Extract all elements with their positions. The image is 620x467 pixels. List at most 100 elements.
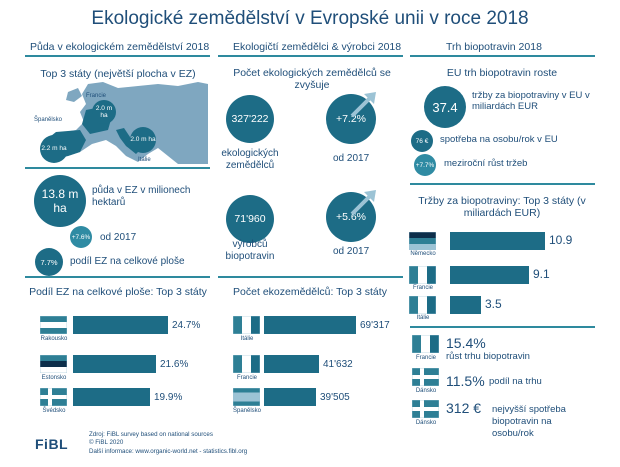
bar-value-label: 41'632 <box>323 359 353 370</box>
divider <box>218 55 403 57</box>
column-heading-market: Trh biopotravin 2018 <box>446 41 542 53</box>
footer-line-source: Zdroj: FiBL survey based on national sou… <box>89 431 213 438</box>
bar-value-label: 3.5 <box>485 297 502 311</box>
flag-france-icon <box>412 335 439 353</box>
sales-description: tržby za biopotraviny v EU v miliardách … <box>472 90 590 112</box>
bar <box>450 296 481 314</box>
page-title: Ekologické zemědělství v Evropské unii v… <box>91 8 529 29</box>
market-growth-description: meziroční růst tržeb <box>444 158 528 169</box>
divider <box>218 276 403 278</box>
bar-category-label: Španělsko <box>232 408 262 414</box>
area-growth-circle: +7.6% <box>70 226 92 248</box>
flag-denmark-icon <box>412 400 439 418</box>
fact-value-growth: 15.4% <box>446 335 486 351</box>
fact-desc-spend: nejvyšší spotřeba biopotravin na osobu/r… <box>492 404 566 439</box>
map-label-spain: Španělsko <box>34 117 63 123</box>
market-growth-circle: +7.7% <box>414 154 436 176</box>
map-label-france: Francie <box>86 93 107 99</box>
divider <box>410 183 595 185</box>
flag-italy-icon <box>409 296 436 314</box>
flag-italy-icon <box>233 316 260 334</box>
fact-desc-share: podíl na trhu <box>489 376 542 387</box>
map-bubble-spain: 2.2 m ha <box>40 135 68 163</box>
producers-circle: 327'222 <box>226 95 274 143</box>
share-description: podíl EZ na celkové ploše <box>70 256 185 267</box>
processors-description: výrobců biopotravin <box>225 239 275 262</box>
sales-circle: 37.4 <box>424 86 466 128</box>
flag-estonia-icon <box>40 355 67 373</box>
bar <box>450 232 545 250</box>
bar <box>264 316 356 334</box>
map-bubble-france: 2.0 m ha <box>92 100 116 124</box>
map-label-italy: Itálie <box>138 157 151 163</box>
processors-growth-circle: +5.6% <box>326 192 376 242</box>
trend-arrow-icon <box>350 190 376 216</box>
bar-category-label: Estonsko <box>41 375 67 381</box>
eu-market-title: EU trh biopotravin roste <box>446 67 558 79</box>
fact-desc-growth: růst trhu biopotravin <box>446 351 530 362</box>
bar <box>264 355 319 373</box>
flag-denmark-icon <box>412 368 439 386</box>
share-circle: 7.7% <box>35 248 63 276</box>
bar-category-label: Itálie <box>240 336 254 342</box>
chart-title-share: Podíl EZ na celkové ploše: Top 3 státy <box>29 286 207 298</box>
bar <box>264 388 316 406</box>
fact-value-share: 11.5% <box>446 373 485 389</box>
flag-france-icon <box>233 355 260 373</box>
producers-growth-label: od 2017 <box>333 153 370 164</box>
processors-growth-value: +5.6% <box>335 211 367 223</box>
flag-label-denmark: Dánsko <box>415 420 437 426</box>
bar-category-label: Itálie <box>416 315 430 321</box>
producers-description: ekologických zemědělců <box>221 148 279 171</box>
per-capita-circle: 76 € <box>411 130 433 152</box>
divider <box>25 167 210 169</box>
bar-value-label: 9.1 <box>533 267 550 281</box>
bar <box>450 266 529 284</box>
bar-value-label: 10.9 <box>549 233 573 247</box>
chart-title-farmers: Počet ekozemědělců: Top 3 státy <box>233 286 387 298</box>
column-heading-farmers: Ekologičtí zemědělci & výrobci 2018 <box>233 41 402 53</box>
bar <box>73 316 168 334</box>
area-circle: 13.8 m ha <box>34 175 86 227</box>
area-description: půda v EZ v milionech hektarů <box>92 185 191 208</box>
bar-category-label: Francie <box>236 375 257 381</box>
flag-label-france: Francie <box>415 355 436 361</box>
footer-source: Zdroj: FiBL survey based on national sou… <box>89 431 247 456</box>
footer-line-links: Další informace: www.organic-world.net -… <box>89 447 248 455</box>
top3-area-title: Top 3 státy (největší plocha v EZ) <box>40 68 196 80</box>
footer-line-copyright: © FiBL 2020 <box>89 439 124 447</box>
divider <box>410 55 595 57</box>
divider <box>25 55 210 57</box>
flag-label-denmark: Dánsko <box>415 388 437 394</box>
divider <box>25 276 210 278</box>
bar-value-label: 69'317 <box>360 320 390 331</box>
divider <box>410 326 595 328</box>
bar-value-label: 21.6% <box>160 359 189 370</box>
processors-growth-label: od 2017 <box>333 246 370 257</box>
flag-spain-icon <box>233 388 260 406</box>
bar-category-label: Francie <box>412 285 433 291</box>
flag-germany-icon <box>409 232 436 250</box>
fibl-logo: FiBL <box>35 436 69 452</box>
fact-value-spend: 312 € <box>446 400 482 416</box>
column-heading-land: Půda v ekologickém zemědělství 2018 <box>30 41 210 53</box>
bar-value-label: 19.9% <box>154 392 183 403</box>
chart-title-sales: Tržby za biopotraviny: Top 3 státy (v mi… <box>418 195 586 220</box>
bar-category-label: Švédsko <box>42 408 66 414</box>
flag-austria-icon <box>40 316 67 334</box>
producers-growth-value: +7.2% <box>335 113 367 125</box>
bar-value-label: 24.7% <box>172 320 201 331</box>
processors-circle: 71'960 <box>226 195 274 243</box>
trend-arrow-icon <box>350 92 376 118</box>
bar <box>73 388 150 406</box>
bar-category-label: Rakousko <box>40 336 68 342</box>
area-growth-label: od 2017 <box>100 232 137 243</box>
flag-sweden-icon <box>40 388 67 406</box>
bar <box>73 355 156 373</box>
bar-value-label: 39'505 <box>320 392 350 403</box>
per-capita-description: spotřeba na osobu/rok v EU <box>440 134 558 145</box>
farmers-count-title: Počet ekologických zemědělců se zvyšuje <box>233 67 391 92</box>
map-bubble-italy: 2.0 m ha <box>130 127 156 153</box>
bar-category-label: Německo <box>410 251 436 257</box>
flag-france-icon <box>409 266 436 284</box>
